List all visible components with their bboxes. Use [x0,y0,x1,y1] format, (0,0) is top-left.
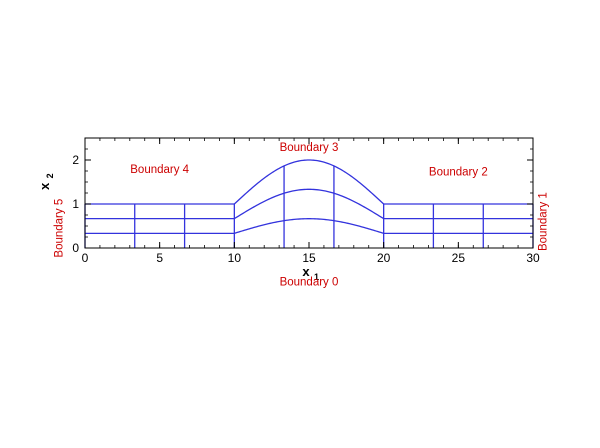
boundary-label: Boundary 0 [280,276,339,288]
y-tick-label: 0 [72,241,79,255]
y-tick-label: 1 [72,197,79,211]
mesh-horizontal-line [85,159,533,205]
boundary-label: Boundary 1 [537,192,549,251]
x-tick-label: 5 [156,251,163,265]
boundary-label: Boundary 2 [429,166,488,178]
boundary-label: Boundary 3 [280,142,339,154]
boundary-label: Boundary 5 [54,199,66,258]
y-axis-title-group: x2 [37,173,55,190]
x-tick-label: 20 [377,251,391,265]
x-tick-label: 0 [82,251,89,265]
boundary-label: Boundary 4 [130,164,189,176]
x-tick-label: 15 [302,251,316,265]
mesh-horizontal-line [85,188,533,220]
plot-frame [84,137,534,249]
x-tick-label: 30 [526,251,540,265]
y-axis-title: x [37,182,52,190]
axis-ticks [84,137,534,249]
x-tick-label: 10 [228,251,242,265]
mesh-horizontal-line [85,218,533,234]
boundary-annotations: Boundary 0 Boundary 1 Boundary 2 Boundary 3… [54,142,550,288]
y-axis-subscript: 2 [45,173,55,178]
x-tick-label: 25 [452,251,466,265]
x-axis-title: x [302,264,310,279]
boundary-label-group: Boundary 1 [537,192,549,251]
boundary-label-group: Boundary 5 [54,199,66,258]
y-tick-label: 2 [72,153,79,167]
x-axis-subscript: 1 [314,272,319,282]
